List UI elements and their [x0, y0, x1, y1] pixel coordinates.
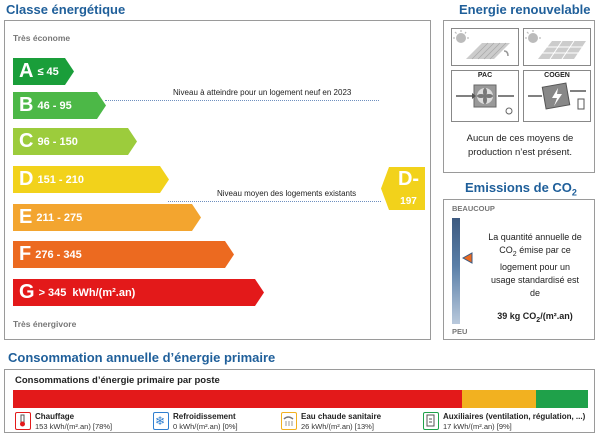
emissions-title-sub: 2	[571, 187, 577, 198]
co2-scale-bar	[452, 218, 460, 324]
co2-line-2-sub: 2	[512, 250, 517, 258]
bar-c-range: 96 - 150	[37, 135, 78, 148]
note-average: Niveau moyen des logements existants	[217, 189, 357, 198]
co2-marker	[462, 252, 473, 264]
classe-panel: Très économe A ≤ 45 B 46 - 95 C 96 - 150…	[4, 20, 431, 340]
legend-auxiliaires: Auxiliaires (ventilation, régulation, ..…	[443, 412, 586, 421]
bar-d-shape	[13, 166, 169, 193]
co2-value-a: 39 kg CO	[497, 311, 537, 321]
current-class-letter: D-	[397, 168, 420, 190]
consommation-panel: Consommations d’énergie primaire par pos…	[4, 369, 595, 433]
bar-g-range: > 345	[38, 286, 67, 299]
bar-f: F 276 - 345	[13, 241, 82, 268]
cogeneration-icon: COGEN	[523, 70, 591, 122]
refroidissement-icon: ❄	[153, 412, 169, 430]
consommation-stacked-bar	[13, 390, 588, 408]
bar-b: B 46 - 95	[13, 92, 72, 119]
bar-e-shape	[13, 204, 201, 231]
pac-label: PAC	[477, 72, 493, 79]
stack-segment-3	[536, 390, 588, 408]
class-bars	[13, 58, 425, 306]
cogen-label: COGEN	[544, 72, 570, 79]
renouvelable-panel: PAC COGEN Aucun de ces moyens de product…	[443, 20, 595, 173]
legend-refroidissement-value: 0 kWh/(m².an) [0%]	[173, 422, 238, 431]
bar-a-letter: A	[19, 60, 34, 82]
legend-refroidissement: Refroidissement	[173, 412, 236, 421]
legend-eau-chaude: Eau chaude sanitaire	[301, 412, 382, 421]
bar-f-shape	[13, 241, 234, 268]
co2-line-4: usage standardisé est	[490, 274, 580, 285]
stack-segment-2	[461, 390, 537, 408]
legend-auxiliaires-value: 17 kWh/(m².an) [9%]	[443, 422, 512, 431]
svg-text:❄: ❄	[155, 414, 165, 428]
bar-g-unit: kWh/(m².an)	[72, 286, 136, 299]
new-building-line	[105, 100, 379, 101]
emissions-title: Emissions de CO2	[465, 180, 577, 198]
tres-energivore-label: Très énergivore	[13, 319, 77, 329]
bar-a-range: ≤ 45	[37, 65, 59, 78]
co2-line-2b: émise par ce	[516, 245, 571, 255]
renouvelable-text: Aucun de ces moyens de production n’est …	[466, 133, 574, 158]
eau-chaude-icon	[281, 412, 297, 430]
co2-value-b: /(m².an)	[540, 311, 573, 321]
co2-value-sub: 2	[536, 316, 541, 324]
bar-d-range: 151 - 210	[37, 173, 84, 186]
bar-c-shape	[13, 128, 137, 155]
current-class-value: 197	[400, 196, 417, 207]
solar-panel-icon	[523, 28, 591, 66]
stack-segment-0	[13, 390, 462, 408]
classe-title: Classe énergétique	[6, 2, 126, 17]
co2-beaucoup-label: BEAUCOUP	[452, 204, 495, 213]
bar-e: E 211 - 275	[13, 204, 82, 231]
co2-value: 39 kg CO2/(m².an)	[478, 311, 592, 324]
bar-g-shape	[13, 279, 264, 306]
chauffage-icon	[15, 412, 31, 430]
bar-e-letter: E	[19, 206, 33, 228]
bar-c: C 96 - 150	[13, 128, 78, 155]
legend-chauffage-value: 153 kWh/(m².an) [78%]	[35, 422, 113, 431]
bar-b-range: 46 - 95	[37, 99, 72, 112]
bar-d: D 151 - 210	[13, 166, 84, 193]
co2-line-3: logement pour un	[499, 261, 571, 272]
auxiliaires-icon	[423, 412, 439, 430]
bar-f-letter: F	[19, 243, 32, 265]
co2-line-2: CO2 émise par ce	[478, 244, 592, 261]
co2-description: La quantité annuelle de CO2 émise par ce…	[478, 231, 592, 300]
bar-c-letter: C	[19, 130, 34, 152]
heat-pump-icon: PAC	[451, 70, 519, 122]
emissions-panel: BEAUCOUP PEU La quantité annuelle de CO2…	[443, 199, 595, 340]
co2-line-1: La quantité annuelle de	[488, 232, 582, 242]
bar-d-letter: D	[19, 168, 34, 190]
bar-a: A ≤ 45	[13, 58, 59, 85]
legend-chauffage: Chauffage	[35, 412, 75, 421]
bar-e-range: 211 - 275	[36, 211, 83, 224]
solar-thermal-icon	[451, 28, 519, 66]
legend-eau-chaude-value: 26 kWh/(m².an) [13%]	[301, 422, 374, 431]
co2-line-5: de	[529, 287, 540, 298]
consommation-subtitle: Consommations d’énergie primaire par pos…	[15, 375, 220, 386]
renouvelable-title: Energie renouvelable	[459, 2, 591, 17]
bar-b-shape	[13, 92, 106, 119]
current-marker-shape	[381, 167, 425, 210]
bar-a-shape	[13, 58, 74, 85]
bar-f-range: 276 - 345	[35, 248, 82, 261]
emissions-title-text: Emissions de CO	[465, 180, 572, 195]
bar-b-letter: B	[19, 94, 34, 116]
tres-econome-label: Très économe	[13, 33, 71, 43]
co2-line-2a: CO	[499, 245, 513, 255]
bar-g-letter: G	[19, 281, 35, 303]
average-line	[168, 201, 381, 202]
co2-peu-label: PEU	[452, 327, 468, 336]
consommation-title: Consommation annuelle d’énergie primaire	[8, 350, 276, 365]
note-new-building: Niveau à atteindre pour un logement neuf…	[173, 88, 352, 97]
bar-g: G > 345 kWh/(m².an)	[13, 279, 135, 306]
